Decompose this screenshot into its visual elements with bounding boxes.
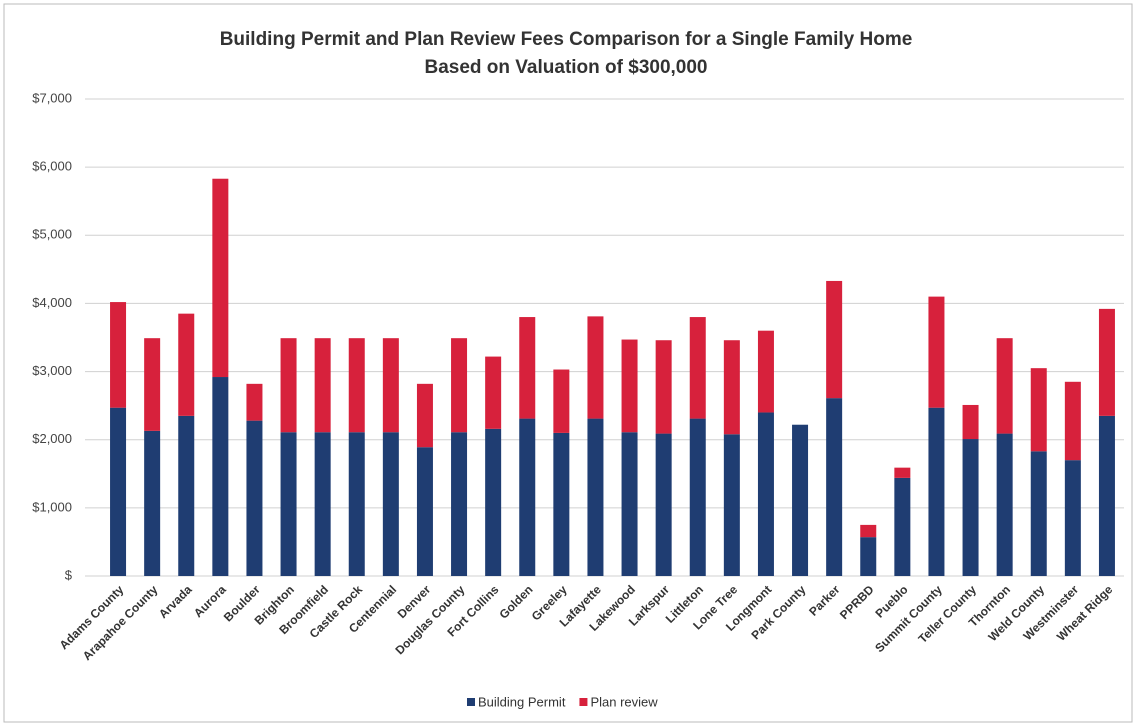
bar-segment (382, 338, 399, 433)
bar-segment (246, 420, 263, 576)
bar-segment (723, 434, 740, 576)
y-tick-label: $1,000 (32, 499, 72, 514)
bar-segment (962, 404, 979, 440)
bar-segment (757, 412, 774, 576)
x-tick-label: Arvada (156, 582, 195, 621)
bar-segment (894, 477, 911, 576)
y-tick-label: $ (65, 567, 73, 582)
bar-segment (621, 432, 638, 576)
bar-segment (1030, 368, 1047, 452)
bar-segment (689, 418, 706, 576)
bar-segment (996, 433, 1013, 576)
bar-segment (314, 432, 331, 576)
bar-segment (451, 432, 468, 576)
bar-segment (212, 377, 229, 576)
bar-segment (655, 340, 672, 434)
y-tick-label: $4,000 (32, 295, 72, 310)
bar-segment (144, 430, 161, 576)
chart-title: Building Permit and Plan Review Fees Com… (220, 29, 913, 50)
bar-segment (382, 432, 399, 576)
bar-segment (451, 338, 468, 433)
y-tick-label: $6,000 (32, 159, 72, 174)
bar-segment (519, 317, 536, 419)
bar-segment (485, 428, 502, 576)
legend-label: Building Permit (478, 694, 566, 709)
bar-segment (1064, 460, 1081, 576)
bar-segment (621, 339, 638, 433)
bar-segment (553, 369, 570, 433)
bar-segment (485, 356, 502, 429)
bar-segment (860, 537, 877, 576)
y-tick-label: $3,000 (32, 363, 72, 378)
bar-segment (1098, 308, 1115, 416)
chart-subtitle: Based on Valuation of $300,000 (425, 57, 708, 78)
bar-segment (144, 338, 161, 431)
bar-segment (110, 407, 127, 576)
bar-segment (348, 432, 365, 576)
bar-segment (348, 338, 365, 433)
bar-segment (178, 415, 195, 576)
bar-segment (723, 340, 740, 435)
bar-segment (519, 418, 536, 576)
bar-segment (110, 302, 127, 408)
bar-segment (416, 447, 433, 576)
bar-segment (314, 338, 331, 433)
bar-segment (178, 313, 195, 416)
bar-segment (928, 407, 945, 576)
bar-segment (212, 178, 229, 378)
bar-segment (587, 418, 604, 576)
y-tick-label: $2,000 (32, 431, 72, 446)
bar-segment (826, 398, 843, 576)
bar-segment (826, 280, 843, 399)
bar-segment (757, 330, 774, 413)
bar-segment (246, 383, 263, 421)
legend-swatch (467, 698, 475, 706)
bar-segment (655, 433, 672, 576)
chart-frame (3, 3, 1133, 723)
legend-swatch (579, 698, 588, 706)
bar-segment (996, 338, 1013, 434)
bar-segment (416, 383, 433, 448)
bar-segment (280, 432, 297, 576)
bar-segment (1030, 451, 1047, 576)
bar-segment (689, 317, 706, 419)
bar-segment (553, 432, 570, 576)
y-tick-label: $5,000 (32, 227, 72, 242)
bar-segment (792, 424, 809, 576)
bar-segment (1064, 381, 1081, 461)
bar-segment (928, 296, 945, 408)
bar-segment (962, 439, 979, 576)
y-tick-label: $7,000 (32, 90, 72, 105)
bar-segment (860, 524, 877, 538)
legend-label: Plan review (590, 694, 658, 709)
bar-segment (587, 316, 604, 419)
bar-segment (894, 467, 911, 478)
x-tick-label: PPRBD (837, 582, 877, 622)
bar-segment (280, 338, 297, 433)
bar-segment (1098, 415, 1115, 576)
